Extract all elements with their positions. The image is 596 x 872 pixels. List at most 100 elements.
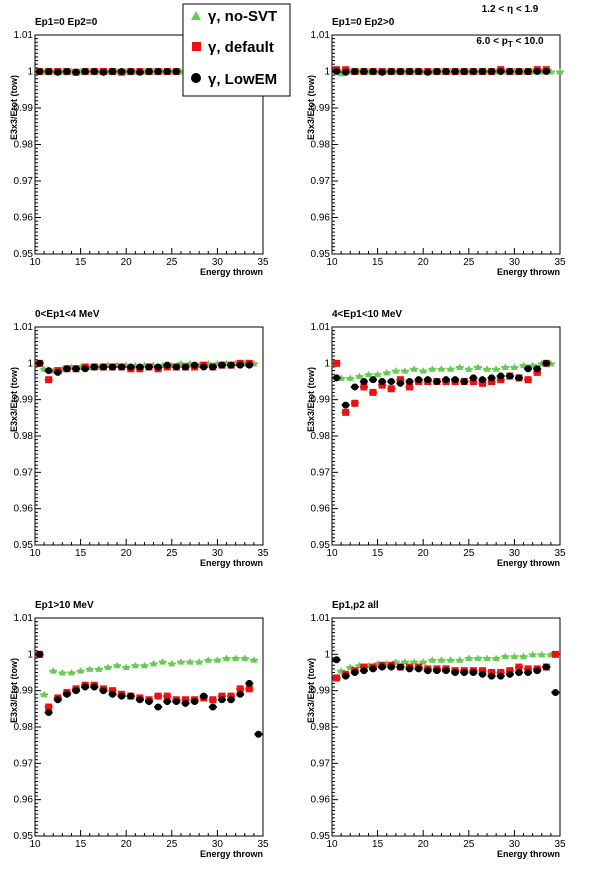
data-point xyxy=(469,374,477,382)
data-point xyxy=(378,378,386,385)
x-tick-label: 30 xyxy=(212,257,224,268)
x-tick-label: 20 xyxy=(121,839,133,850)
data-point xyxy=(447,656,455,663)
data-point xyxy=(529,650,537,658)
y-tick-label: 0.97 xyxy=(311,176,331,187)
y-tick-label: 1 xyxy=(324,358,330,369)
data-point xyxy=(483,365,491,372)
data-point xyxy=(497,68,505,75)
y-tick-label: 1 xyxy=(324,67,330,78)
x-tick-label: 30 xyxy=(212,548,224,559)
data-point xyxy=(456,656,464,663)
data-point xyxy=(542,663,550,671)
series-triangle xyxy=(40,654,258,698)
x-tick-label: 25 xyxy=(166,257,178,268)
data-point xyxy=(99,363,107,371)
x-tick-label: 25 xyxy=(463,839,475,850)
data-point xyxy=(109,690,117,698)
data-point xyxy=(428,656,436,663)
data-point xyxy=(36,650,44,658)
data-point xyxy=(369,665,377,673)
pt-range-label: 6.0 < pT < 10.0 xyxy=(476,36,544,49)
data-point xyxy=(127,692,135,700)
data-point xyxy=(45,708,53,716)
data-point xyxy=(90,68,98,75)
data-point xyxy=(236,685,244,693)
data-point xyxy=(442,68,450,75)
y-tick-label: 0.96 xyxy=(311,213,331,224)
data-point xyxy=(140,661,148,669)
y-tick-label: 0.97 xyxy=(14,176,34,187)
data-point xyxy=(154,363,162,371)
x-tick-label: 25 xyxy=(166,839,178,850)
x-tick-label: 35 xyxy=(257,548,269,559)
x-tick-label: 20 xyxy=(121,257,133,268)
data-point xyxy=(515,68,523,75)
data-point xyxy=(127,363,135,371)
data-point xyxy=(250,656,258,663)
data-point xyxy=(63,690,71,698)
data-point xyxy=(191,361,199,369)
data-point xyxy=(163,68,171,75)
data-point xyxy=(387,378,395,385)
data-point xyxy=(172,363,180,371)
data-point xyxy=(54,68,62,76)
y-tick-label: 0.95 xyxy=(311,249,331,260)
data-point xyxy=(556,68,564,75)
y-tick-label: 0.99 xyxy=(311,103,331,114)
data-point xyxy=(227,361,235,369)
data-point xyxy=(172,698,180,706)
data-point xyxy=(360,68,368,75)
data-point xyxy=(360,663,368,671)
data-point xyxy=(351,669,359,676)
data-point xyxy=(209,703,217,711)
y-tick-label: 0.96 xyxy=(311,504,331,515)
data-point xyxy=(186,658,194,665)
data-point xyxy=(136,696,144,704)
data-point xyxy=(515,669,523,676)
data-point xyxy=(351,68,359,75)
panel-title: Ep1=0 Ep2=0 xyxy=(35,17,98,28)
y-tick-label: 0.98 xyxy=(311,722,331,733)
data-point xyxy=(150,659,158,667)
data-point xyxy=(369,388,377,396)
legend-label-lowem: γ, LowEM xyxy=(208,71,277,88)
data-point xyxy=(488,378,496,385)
x-tick-label: 10 xyxy=(326,548,338,559)
x-tick-label: 35 xyxy=(554,839,566,850)
data-point xyxy=(81,68,89,75)
y-tick-label: 0.97 xyxy=(311,758,331,769)
panel-3: 10 15 20 25 30 35 0.95 0.96 0.97 0.98 0.99 1 1.01 Ene… xyxy=(9,309,269,568)
y-tick-label: 1.01 xyxy=(14,613,34,624)
x-axis-label: Energy thrown xyxy=(497,558,560,568)
y-tick-label: 0.98 xyxy=(311,431,331,442)
y-tick-label: 0.99 xyxy=(14,686,34,697)
data-point xyxy=(122,663,130,671)
data-point xyxy=(67,669,75,676)
data-point xyxy=(488,374,496,382)
x-tick-label: 30 xyxy=(212,839,224,850)
data-point xyxy=(478,670,486,678)
x-tick-label: 10 xyxy=(29,839,41,850)
y-tick-label: 0.97 xyxy=(14,467,34,478)
data-point xyxy=(406,68,414,75)
data-point xyxy=(177,658,185,665)
panel-title: Ep1=0 Ep2>0 xyxy=(332,17,395,28)
data-point xyxy=(218,692,226,700)
x-tick-label: 20 xyxy=(121,548,133,559)
data-point xyxy=(387,385,395,393)
data-point xyxy=(99,68,107,76)
data-point xyxy=(163,361,171,369)
data-point xyxy=(337,69,345,77)
data-point xyxy=(542,359,550,367)
data-point xyxy=(410,658,418,665)
y-tick-label: 1 xyxy=(324,649,330,660)
data-point xyxy=(227,692,235,700)
data-point xyxy=(383,368,391,376)
y-tick-label: 0.95 xyxy=(311,831,331,842)
data-point xyxy=(118,363,126,371)
x-tick-label: 25 xyxy=(463,257,475,268)
data-point xyxy=(415,376,423,384)
data-point xyxy=(396,379,404,387)
x-tick-label: 20 xyxy=(418,548,430,559)
